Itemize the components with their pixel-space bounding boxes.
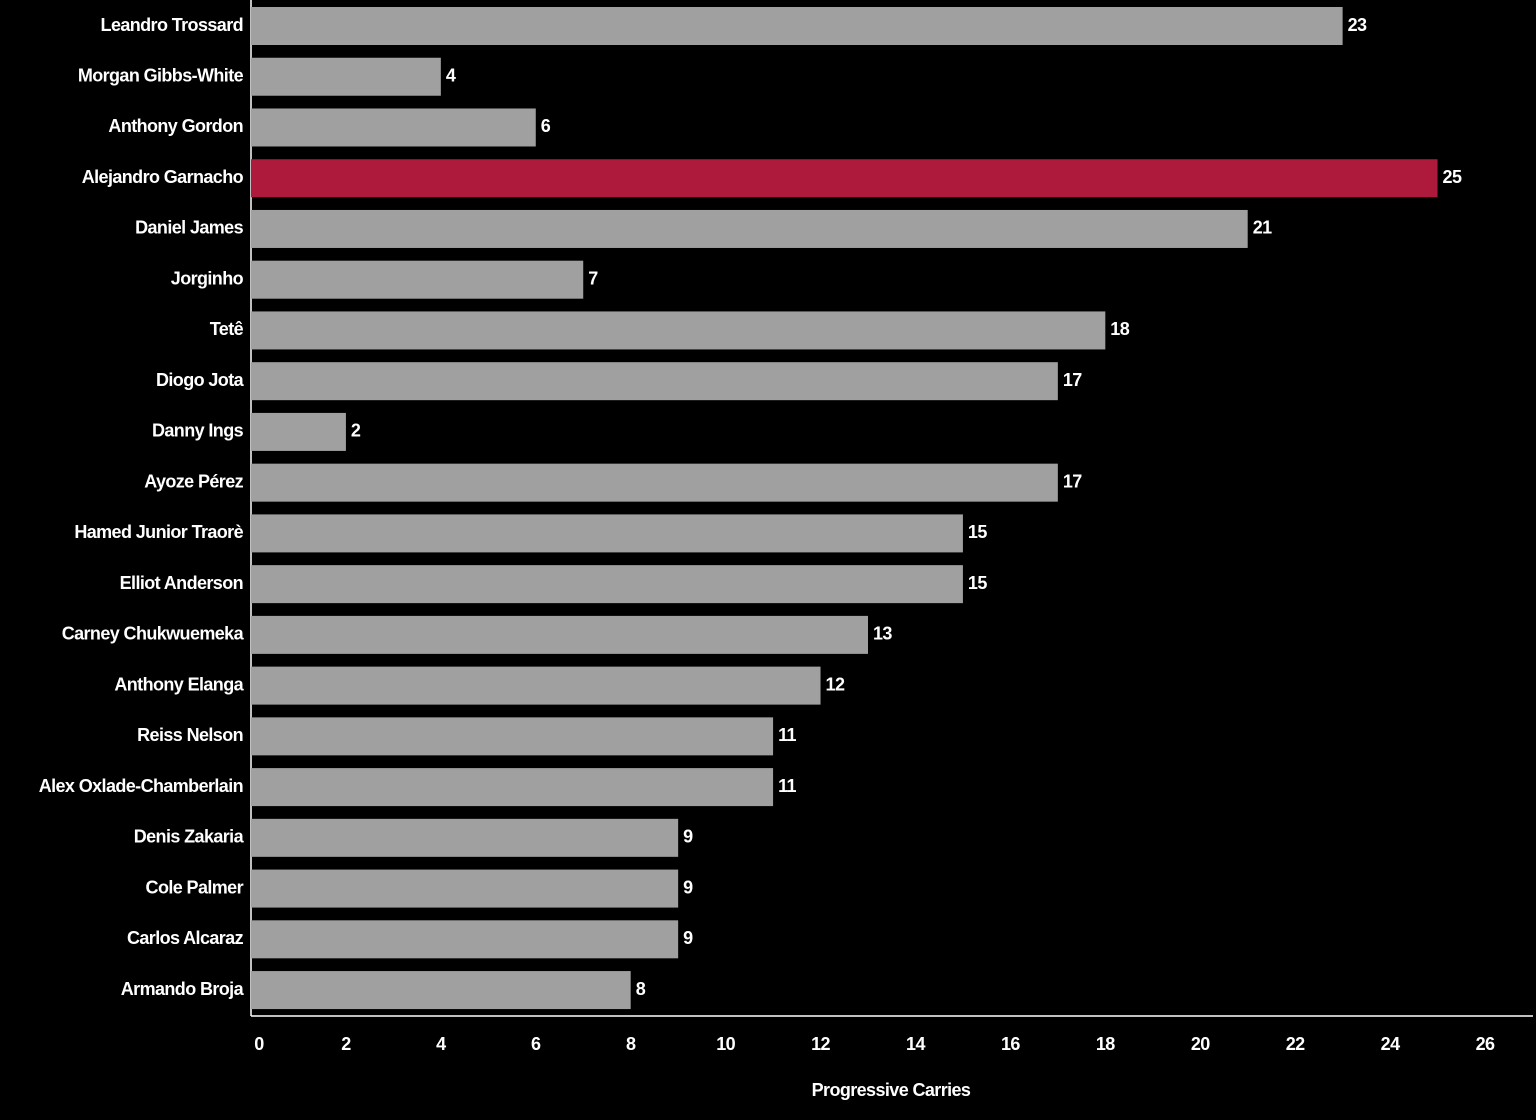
bar (251, 768, 774, 807)
value-label: 13 (873, 624, 892, 644)
x-tick-label: 6 (531, 1034, 541, 1054)
bar (251, 971, 631, 1010)
y-tick-label: Daniel James (135, 218, 243, 238)
x-tick-label: 2 (341, 1034, 351, 1054)
value-label: 6 (541, 116, 551, 136)
y-tick-label: Morgan Gibbs-White (78, 65, 244, 85)
value-label: 15 (968, 522, 987, 542)
bar (251, 565, 963, 604)
value-label: 21 (1253, 218, 1272, 238)
bar (251, 362, 1058, 401)
value-label: 25 (1443, 167, 1462, 187)
value-label: 2 (351, 421, 361, 441)
x-tick-label: 4 (436, 1034, 446, 1054)
value-label: 17 (1063, 471, 1082, 491)
bar (251, 666, 821, 705)
bar (251, 869, 679, 908)
x-tick-label: 22 (1286, 1034, 1305, 1054)
value-label: 12 (826, 674, 845, 694)
value-label: 8 (636, 979, 646, 999)
y-tick-label: Ayoze Pérez (144, 471, 243, 491)
x-tick-label: 12 (811, 1034, 830, 1054)
y-tick-label: Diogo Jota (156, 370, 245, 390)
bar (251, 818, 679, 857)
value-label: 4 (446, 65, 456, 85)
value-label: 17 (1063, 370, 1082, 390)
y-tick-label: Armando Broja (121, 979, 245, 999)
bar (251, 920, 679, 959)
y-tick-label: Carlos Alcaraz (127, 928, 244, 948)
value-label: 11 (778, 725, 796, 745)
x-tick-label: 24 (1381, 1034, 1400, 1054)
bar (251, 159, 1438, 198)
bar (251, 7, 1343, 45)
x-tick-label: 26 (1476, 1034, 1495, 1054)
y-tick-label: Leandro Trossard (101, 15, 243, 35)
x-tick-label: 20 (1191, 1034, 1210, 1054)
bar (251, 108, 536, 147)
value-label: 9 (683, 877, 693, 897)
value-label: 18 (1110, 319, 1129, 339)
y-tick-label: Anthony Elanga (114, 674, 244, 694)
value-label: 9 (683, 928, 693, 948)
bar (251, 463, 1058, 502)
y-tick-label: Carney Chukwuemeka (62, 624, 245, 644)
value-label: 9 (683, 827, 693, 847)
bar (251, 412, 346, 451)
bar (251, 311, 1106, 350)
bar (251, 615, 868, 654)
y-tick-label: Danny Ings (152, 421, 244, 441)
value-label: 15 (968, 573, 987, 593)
y-tick-label: Tetê (210, 319, 244, 339)
value-label: 23 (1348, 15, 1367, 35)
y-tick-label: Jorginho (171, 268, 244, 288)
y-tick-label: Elliot Anderson (120, 573, 243, 593)
bar (251, 717, 774, 756)
bar (251, 57, 441, 96)
y-tick-label: Alex Oxlade-Chamberlain (39, 776, 243, 796)
x-tick-label: 8 (626, 1034, 636, 1054)
x-tick-label: 10 (716, 1034, 735, 1054)
bar (251, 260, 584, 299)
bar (251, 514, 963, 553)
x-tick-label: 18 (1096, 1034, 1115, 1054)
x-tick-label: 16 (1001, 1034, 1020, 1054)
value-label: 11 (778, 776, 796, 796)
y-tick-label: Alejandro Garnacho (82, 167, 244, 187)
bar (251, 209, 1248, 248)
y-tick-label: Hamed Junior Traorè (74, 522, 243, 542)
y-tick-label: Anthony Gordon (108, 116, 243, 136)
x-tick-label: 0 (254, 1034, 264, 1054)
y-tick-label: Reiss Nelson (137, 725, 243, 745)
value-label: 7 (588, 268, 598, 288)
x-axis-title: Progressive Carries (812, 1080, 971, 1100)
y-tick-label: Denis Zakaria (134, 827, 245, 847)
y-tick-label: Cole Palmer (146, 877, 244, 897)
x-tick-label: 14 (906, 1034, 925, 1054)
